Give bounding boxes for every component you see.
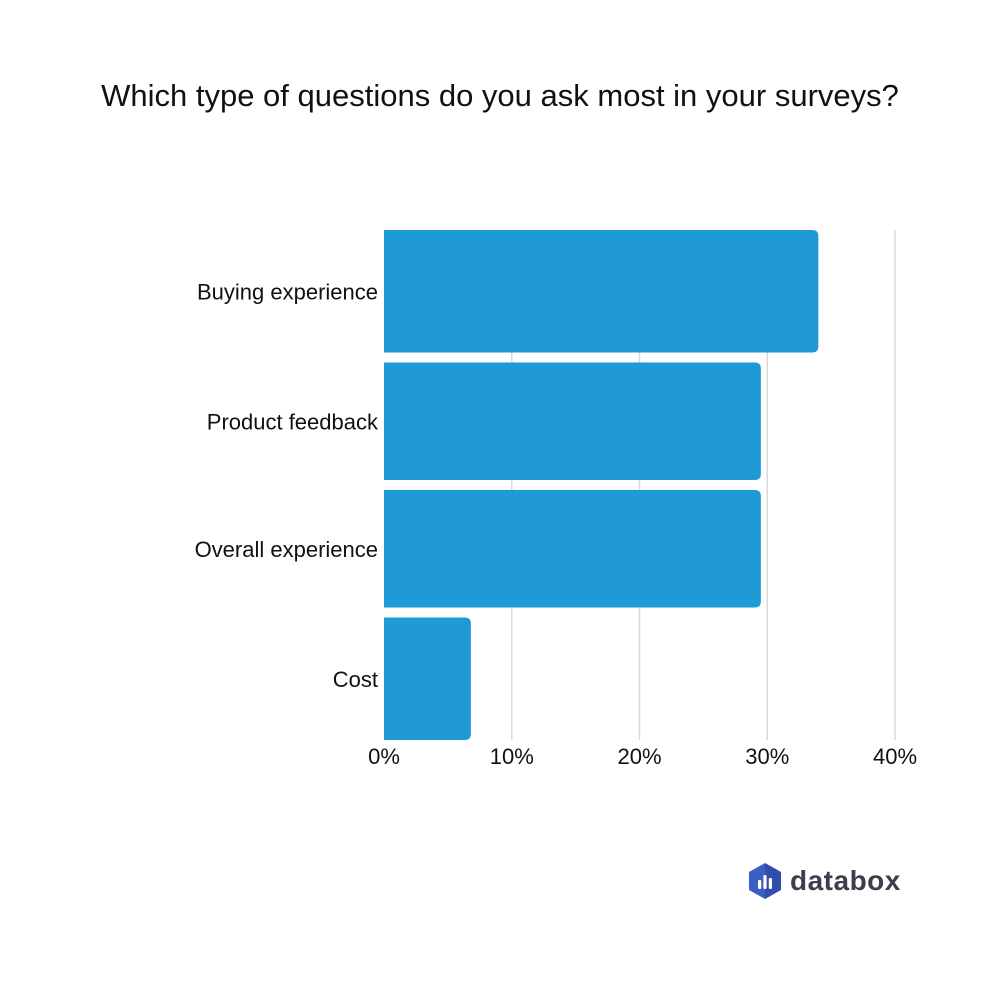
databox-logo-icon: [749, 863, 781, 899]
chart-title: Which type of questions do you ask most …: [101, 78, 899, 113]
databox-logo-text: databox: [790, 865, 901, 896]
x-tick-label: 30%: [745, 744, 789, 769]
x-tick-label: 40%: [873, 744, 917, 769]
category-label: Cost: [333, 667, 378, 692]
databox-brand: databox: [748, 860, 901, 902]
bar-3: [384, 490, 761, 608]
bar-2: [384, 362, 761, 480]
category-label: Overall experience: [195, 537, 378, 562]
bar-4: [384, 617, 471, 740]
x-tick-label: 0%: [368, 744, 400, 769]
bar-1: [384, 230, 819, 353]
category-label: Buying experience: [197, 279, 378, 304]
x-tick-label: 20%: [617, 744, 661, 769]
category-label: Product feedback: [207, 409, 379, 434]
x-tick-label: 10%: [490, 744, 534, 769]
